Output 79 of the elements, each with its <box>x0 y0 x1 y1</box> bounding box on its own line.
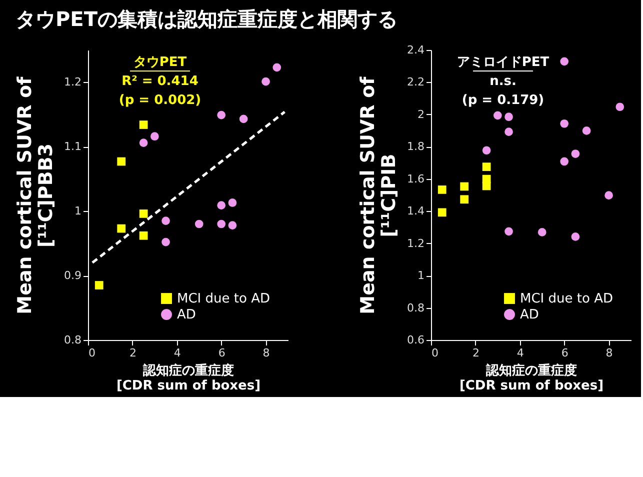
point <box>228 221 237 230</box>
y-tick-label: 2.4 <box>407 44 424 56</box>
y-tick-label: 1.2 <box>64 76 82 89</box>
point <box>493 111 502 120</box>
y-axis-title: Mean cortical SUVR of [¹¹C]PBB3 <box>14 76 58 314</box>
point <box>571 150 580 158</box>
point <box>194 220 204 228</box>
point <box>217 110 226 120</box>
x-tick-label: 4 <box>516 346 524 360</box>
point <box>560 57 569 66</box>
point <box>139 138 148 147</box>
x-tick-label: 6 <box>218 346 226 360</box>
y-tick-label: 0.8 <box>64 334 82 346</box>
x-tick-label: 4 <box>174 346 181 360</box>
point <box>117 157 126 166</box>
x-tick-label: 6 <box>561 346 568 360</box>
point <box>162 216 170 225</box>
annotation: R² = 0.414 <box>122 74 198 89</box>
point <box>571 232 580 241</box>
point <box>482 182 491 190</box>
point <box>139 120 148 129</box>
legend-label: AD <box>520 308 539 322</box>
point <box>228 198 237 207</box>
point <box>538 228 546 236</box>
legend-label: AD <box>177 308 196 322</box>
point <box>504 128 513 136</box>
legend-label: MCI due to AD <box>520 292 613 306</box>
annotation: (p = 0.002) <box>118 93 202 108</box>
point <box>438 208 446 217</box>
x-tick-label: 8 <box>262 346 270 360</box>
y-tick-label: 1.2 <box>407 236 424 250</box>
x-axis-title: 認知症の重症度 [CDR sum of boxes] <box>459 362 604 394</box>
point <box>272 63 282 72</box>
point <box>582 126 591 135</box>
chart-title: タウPETの集積は認知症重症度と相関する <box>16 7 398 31</box>
point <box>162 238 170 246</box>
point <box>616 102 624 112</box>
y-axis-title: Mean cortical SUVR of [¹¹C]PIB <box>357 76 400 314</box>
y-tick-label: 1.8 <box>407 140 424 154</box>
x-axis-title: 認知症の重症度 [CDR sum of boxes] <box>116 362 261 394</box>
point <box>460 182 469 191</box>
y-tick-label: 0.6 <box>407 334 424 346</box>
x-tick-label: 0 <box>432 346 438 360</box>
point <box>438 186 446 194</box>
annotation: アミロイドPET <box>456 55 550 70</box>
y-tick-label: 1.4 <box>407 204 424 218</box>
point <box>139 210 148 218</box>
point <box>482 162 491 171</box>
y-tick-label: 1.6 <box>407 172 424 186</box>
y-tick-label: 0.8 <box>407 301 424 314</box>
x-tick-label: 2 <box>129 346 136 360</box>
point <box>504 112 513 122</box>
point <box>482 146 491 155</box>
point <box>217 220 226 228</box>
x-tick-label: 8 <box>606 346 613 360</box>
annotation: (p = 0.179) <box>462 93 544 108</box>
y-tick-label: 1 <box>418 269 424 282</box>
annotation: n.s. <box>490 74 516 89</box>
y-tick-label: 2 <box>418 108 424 121</box>
point <box>560 119 569 128</box>
point <box>117 224 126 233</box>
y-tick-label: 2.2 <box>407 76 424 89</box>
point <box>604 191 613 200</box>
y-tick-label: 0.9 <box>64 269 82 282</box>
point <box>504 227 513 236</box>
annotation: タウPET <box>133 55 187 70</box>
point <box>94 281 104 290</box>
point <box>150 132 159 141</box>
point <box>139 231 148 240</box>
y-tick-label: 1.1 <box>64 140 82 154</box>
point <box>560 157 569 166</box>
x-tick-label: 2 <box>472 346 480 360</box>
point <box>239 114 248 124</box>
point <box>262 77 270 86</box>
point <box>460 195 469 204</box>
y-tick-label: 1 <box>74 204 82 218</box>
point <box>217 201 226 210</box>
legend-label: MCI due to AD <box>177 292 270 306</box>
x-tick-label: 0 <box>88 346 96 360</box>
